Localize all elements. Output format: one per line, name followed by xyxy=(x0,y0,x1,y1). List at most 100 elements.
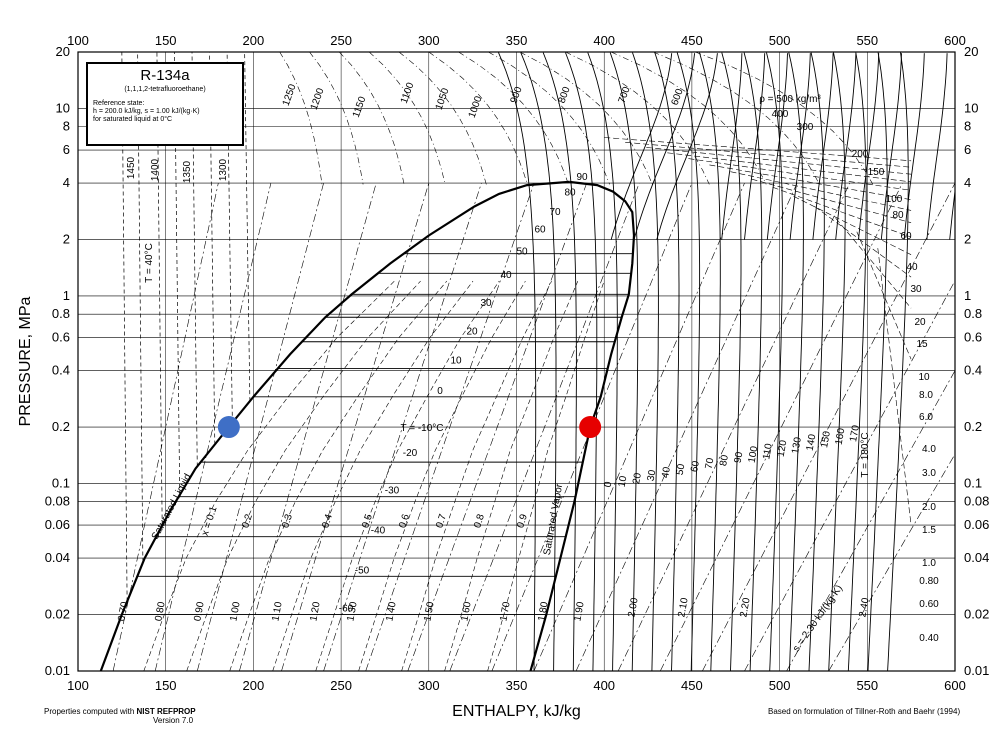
isotherm-label: 70 xyxy=(549,207,561,218)
superheat-isotherm-line xyxy=(654,52,680,671)
isotherm-label: 110 xyxy=(761,442,775,460)
supercritical-isotherm-line xyxy=(926,53,948,240)
entropy-line xyxy=(365,183,535,671)
superheat-isotherm-line xyxy=(887,52,909,671)
isotherm-label: -40 xyxy=(371,526,386,537)
entropy-label: 1.80 xyxy=(536,601,550,623)
footer-left-text: Properties computed with xyxy=(44,707,135,716)
y-tick-label-left: 0.04 xyxy=(45,550,70,565)
superheat-isotherm-line xyxy=(867,52,888,671)
x-tick-label-top: 150 xyxy=(155,33,177,48)
y-tick-label-right: 0.06 xyxy=(964,517,989,532)
entropy-line xyxy=(112,183,219,671)
isochor-line xyxy=(458,52,569,185)
entropy-label: 1.50 xyxy=(422,601,436,623)
y-tick-label-right: 0.8 xyxy=(964,306,982,321)
isochor-label: 4.0 xyxy=(922,444,936,455)
liquid-isotherm-line xyxy=(209,52,216,445)
superheat-isotherm-line xyxy=(498,52,537,671)
entropy-label: 0.70 xyxy=(116,601,130,623)
isotherm-label: 40 xyxy=(660,466,673,479)
quality-label: 0.6 xyxy=(397,513,412,530)
x-axis-title: ENTHALPY, kJ/kg xyxy=(452,703,581,720)
labels-layer: T = 40°CT = -10°CT = 180°C90807060504030… xyxy=(116,81,939,654)
isochor-label: ρ = 500 kg/m³ xyxy=(759,94,821,105)
y-tick-label-right: 2 xyxy=(964,232,971,247)
entropy-label: 1.00 xyxy=(228,601,242,623)
entropy-label: 1.70 xyxy=(498,601,512,623)
y-tick-label-right: 0.1 xyxy=(964,475,982,490)
isochor-label: 1000 xyxy=(467,94,485,119)
isochor-label: 80 xyxy=(892,210,904,221)
entropy-line xyxy=(617,182,851,671)
entropy-label: 2.00 xyxy=(626,597,640,619)
isochor-label: 700 xyxy=(617,85,633,105)
y-tick-label-right: 8 xyxy=(964,119,971,134)
x-tick-label-top: 350 xyxy=(506,33,528,48)
quality-label: 0.9 xyxy=(515,513,530,530)
isotherm-label: 170 xyxy=(848,424,862,443)
isochor-label: 1050 xyxy=(434,86,452,111)
quality-label: 0.5 xyxy=(360,513,375,530)
isotherm-label: T = 180°C xyxy=(860,432,871,477)
isochor-label: 1150 xyxy=(351,95,369,119)
quality-line xyxy=(444,280,579,671)
superheat-isotherm-line xyxy=(520,52,557,671)
entropy-line xyxy=(744,280,955,671)
vapor-isochor-line xyxy=(835,218,912,309)
isochor-line xyxy=(565,52,710,185)
isotherm-label: 20 xyxy=(631,472,644,485)
entropy-line xyxy=(239,183,377,671)
isotherm-label: 140 xyxy=(805,433,819,452)
x-tick-label-bottom: 200 xyxy=(243,678,265,693)
isochor-label: 40 xyxy=(906,262,918,273)
footer-left-software: NIST REFPROP xyxy=(136,707,196,716)
y-tick-label-left: 0.08 xyxy=(45,494,70,509)
fluid-info-box: R-134a (1,1,1,2-tetrafluoroethane) Refer… xyxy=(86,62,244,146)
isochor-label: 800 xyxy=(557,85,573,105)
saturated-liquid-label: Saturated Liquid xyxy=(150,472,194,541)
isochor-line xyxy=(368,52,446,185)
supercritical-isotherm-line xyxy=(656,53,718,240)
isochor-label: 1400 xyxy=(150,158,161,181)
x-tick-label-top: 300 xyxy=(418,33,440,48)
y-tick-label-right: 0.2 xyxy=(964,419,982,434)
supercritical-isotherm-line xyxy=(721,53,743,240)
y-tick-label-right: 0.6 xyxy=(964,330,982,345)
y-tick-label-left: 6 xyxy=(63,142,70,157)
entropy-line xyxy=(660,182,903,671)
entropy-line xyxy=(449,182,640,671)
isochor-line xyxy=(309,52,364,185)
entropy-line xyxy=(323,183,482,671)
isochor-label: 1200 xyxy=(309,86,327,111)
quality-line xyxy=(229,280,448,671)
superheat-isotherm-line xyxy=(808,52,825,671)
isotherm-label: 100 xyxy=(747,445,761,464)
entropy-label: 1.10 xyxy=(270,601,284,623)
saturated-liquid-line xyxy=(99,180,570,671)
entropy-line xyxy=(154,183,272,671)
entropy-label: s = 2.30 kJ/(kg·K) xyxy=(791,583,845,654)
entropy-label: 2.20 xyxy=(738,597,752,619)
isotherm-label: 60 xyxy=(534,225,546,236)
isochor-label: 150 xyxy=(868,167,885,178)
isotherm-label: T = 40°C xyxy=(144,243,155,283)
entropy-label: 1.40 xyxy=(384,601,398,623)
isochor-label: 1350 xyxy=(182,160,193,183)
reference-state-line: for saturated liquid at 0°C xyxy=(93,116,173,123)
y-tick-label-left: 0.02 xyxy=(45,607,70,622)
isochor-label: 1.0 xyxy=(922,558,936,569)
isotherm-label: 80 xyxy=(718,454,731,467)
isochor-line xyxy=(611,52,767,185)
isochor-label: 1450 xyxy=(126,156,137,179)
isotherm-label: 90 xyxy=(733,451,746,464)
quality-label: 0.4 xyxy=(320,513,335,530)
isotherm-label: 10 xyxy=(617,475,630,488)
vapor-isochor-line xyxy=(688,158,912,191)
footer-left: Properties computed with NIST REFPROP xyxy=(44,707,196,716)
footer-version: Version 7.0 xyxy=(153,716,194,725)
y-tick-label-left: 0.2 xyxy=(52,419,70,434)
x-tick-label-top: 550 xyxy=(856,33,878,48)
entropy-line xyxy=(786,370,955,671)
isochor-label: 300 xyxy=(797,122,814,133)
